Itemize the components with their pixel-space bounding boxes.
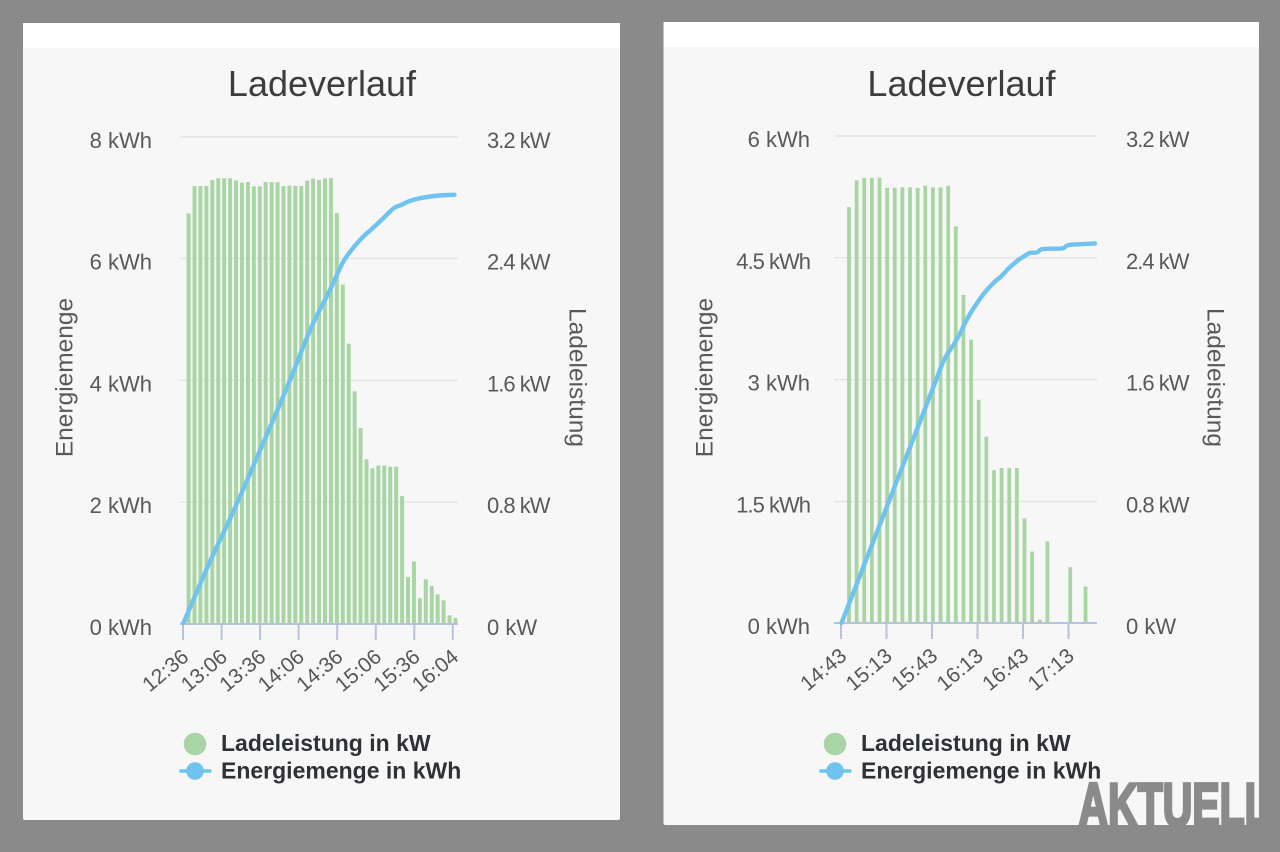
svg-text:AKTUELL: AKTUELL	[1079, 772, 1270, 840]
svg-text:Energiemenge: Energiemenge	[692, 298, 719, 457]
svg-text:2.4 kW: 2.4 kW	[1126, 249, 1190, 274]
svg-text:3 kWh: 3 kWh	[748, 371, 810, 396]
svg-text:6 kWh: 6 kWh	[90, 250, 152, 275]
svg-text:2.4 kW: 2.4 kW	[487, 250, 551, 275]
svg-text:Ladeleistung: Ladeleistung	[564, 308, 591, 447]
svg-text:0 kWh: 0 kWh	[748, 614, 810, 639]
svg-text:Energiemenge in kWh: Energiemenge in kWh	[861, 758, 1101, 784]
svg-text:Energiemenge in kWh: Energiemenge in kWh	[221, 758, 461, 784]
svg-text:Ladeleistung in kW: Ladeleistung in kW	[221, 730, 431, 756]
svg-text:1.6 kW: 1.6 kW	[487, 371, 551, 396]
svg-text:Ladeleistung: Ladeleistung	[1202, 308, 1229, 447]
svg-text:6 kWh: 6 kWh	[748, 127, 810, 152]
svg-text:Energiemenge: Energiemenge	[52, 298, 79, 457]
svg-text:Ladeverlauf: Ladeverlauf	[867, 63, 1056, 104]
svg-text:2 kWh: 2 kWh	[90, 493, 152, 518]
svg-text:1.5 kWh: 1.5 kWh	[736, 492, 810, 517]
svg-text:4 kWh: 4 kWh	[90, 371, 152, 396]
svg-text:8 kWh: 8 kWh	[90, 128, 152, 153]
svg-text:3.2 kW: 3.2 kW	[1126, 127, 1190, 152]
svg-text:4.5 kWh: 4.5 kWh	[736, 249, 810, 274]
svg-text:0.8 kW: 0.8 kW	[487, 493, 551, 518]
svg-text:0 kW: 0 kW	[487, 615, 537, 640]
svg-text:0.8 kW: 0.8 kW	[1126, 492, 1190, 517]
svg-text:Ladeleistung in kW: Ladeleistung in kW	[861, 730, 1071, 756]
svg-text:0 kWh: 0 kWh	[90, 615, 152, 640]
svg-text:0 kW: 0 kW	[1126, 614, 1176, 639]
svg-text:1.6 kW: 1.6 kW	[1126, 371, 1190, 396]
svg-text:3.2 kW: 3.2 kW	[487, 128, 551, 153]
svg-text:Ladeverlauf: Ladeverlauf	[228, 63, 417, 104]
